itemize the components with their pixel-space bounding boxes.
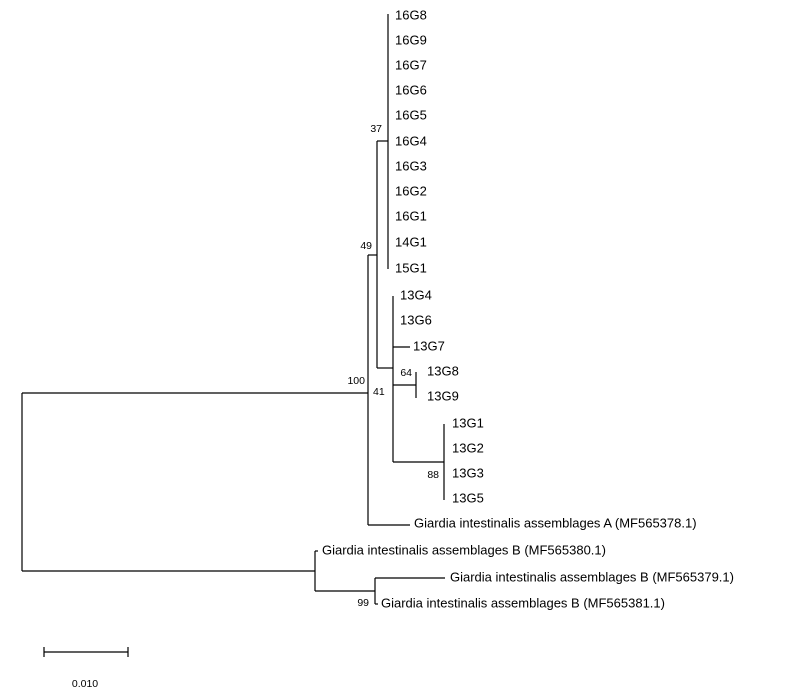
- leaf-label: 16G3: [395, 158, 427, 173]
- leaf-label: Giardia intestinalis assemblages B (MF56…: [450, 569, 734, 584]
- leaf-label: 13G3: [452, 465, 484, 480]
- leaf-label: 16G9: [395, 32, 427, 47]
- leaf-label: 13G2: [452, 440, 484, 455]
- leaf-labels: 16G8 16G9 16G7 16G6 16G5 16G4 16G3 16G2 …: [322, 7, 734, 610]
- leaf-label: 13G9: [427, 388, 459, 403]
- bootstrap-label: 64: [400, 367, 412, 379]
- leaf-label: 16G5: [395, 107, 427, 122]
- leaf-label: Giardia intestinalis assemblages B (MF56…: [381, 595, 665, 610]
- leaf-label: 13G5: [452, 490, 484, 505]
- bootstrap-label: 100: [347, 375, 365, 387]
- bootstrap-labels: 37 49 100 41 64 88 99: [347, 123, 439, 609]
- bootstrap-label: 88: [427, 469, 439, 481]
- leaf-label: Giardia intestinalis assemblages A (MF56…: [414, 515, 697, 530]
- leaf-label: 16G1: [395, 208, 427, 223]
- leaf-label: 14G1: [395, 234, 427, 249]
- leaf-label: 16G2: [395, 183, 427, 198]
- leaf-label: 15G1: [395, 260, 427, 275]
- branches: [21, 14, 445, 605]
- leaf-label: 13G7: [413, 338, 445, 353]
- leaf-label: 13G4: [400, 287, 432, 302]
- leaf-label: 16G4: [395, 133, 427, 148]
- leaf-label: 16G7: [395, 57, 427, 72]
- leaf-label: 13G1: [452, 415, 484, 430]
- scale-label: 0.010: [72, 678, 98, 690]
- bootstrap-label: 41: [373, 386, 385, 398]
- bootstrap-label: 49: [360, 240, 372, 252]
- bootstrap-label: 99: [357, 597, 369, 609]
- bootstrap-label: 37: [370, 123, 382, 135]
- leaf-label: 16G8: [395, 7, 427, 22]
- leaf-label: 16G6: [395, 82, 427, 97]
- leaf-label: 13G8: [427, 363, 459, 378]
- leaf-label: 13G6: [400, 312, 432, 327]
- scale-bar: 0.010: [43, 647, 129, 690]
- leaf-label: Giardia intestinalis assemblages B (MF56…: [322, 542, 606, 557]
